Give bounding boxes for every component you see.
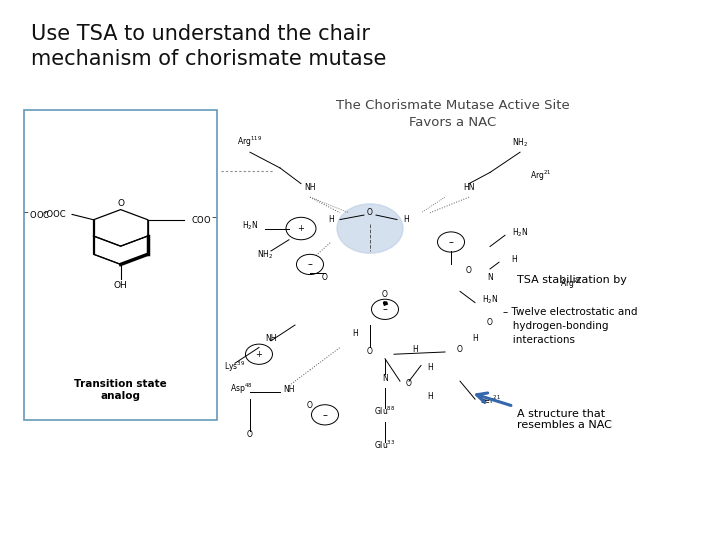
Text: O: O	[382, 289, 388, 299]
Text: H: H	[472, 334, 478, 343]
Text: NH: NH	[305, 184, 316, 192]
Text: Lys$^{39}$: Lys$^{39}$	[225, 360, 246, 374]
Text: O: O	[247, 430, 253, 439]
Text: Use TSA to understand the chair
mechanism of chorismate mutase: Use TSA to understand the chair mechanis…	[32, 24, 387, 69]
Text: NH$_2$: NH$_2$	[257, 249, 273, 261]
Circle shape	[337, 204, 403, 253]
Text: N: N	[487, 273, 493, 282]
Text: NH: NH	[265, 334, 276, 343]
Text: –: –	[449, 237, 454, 247]
Text: H: H	[352, 329, 358, 338]
Text: – Twelve electrostatic and
   hydrogen-bonding
   interactions: – Twelve electrostatic and hydrogen-bond…	[503, 307, 637, 346]
Text: –: –	[307, 259, 312, 269]
Text: Arg$^{21}$: Arg$^{21}$	[530, 168, 552, 183]
Text: O: O	[457, 345, 463, 354]
Text: O: O	[406, 379, 412, 388]
Text: OH: OH	[114, 281, 127, 291]
Text: The Chorismate Mutase Active Site
Favors a NAC: The Chorismate Mutase Active Site Favors…	[336, 99, 570, 129]
Text: H: H	[328, 215, 334, 224]
Text: O: O	[487, 318, 493, 327]
Text: COO$^-$: COO$^-$	[191, 214, 217, 225]
Text: Glu$^{88}$: Glu$^{88}$	[374, 404, 396, 417]
Text: H$_2$N: H$_2$N	[482, 294, 498, 306]
Text: TSA stabilization by: TSA stabilization by	[517, 275, 627, 285]
Text: $^-$OOC: $^-$OOC	[22, 209, 50, 220]
Text: Transition state
analog: Transition state analog	[74, 379, 167, 401]
Text: HN: HN	[463, 184, 474, 192]
Text: –: –	[382, 305, 387, 314]
Text: Arg$^{26}$: Arg$^{26}$	[560, 276, 582, 291]
Text: Arg$^{119}$: Arg$^{119}$	[238, 135, 263, 150]
Bar	[24, 110, 217, 420]
Text: ⁺OOC: ⁺OOC	[42, 210, 66, 219]
Text: H$_2$N: H$_2$N	[242, 220, 258, 232]
Text: O: O	[367, 208, 373, 217]
Text: H$_2$N: H$_2$N	[512, 226, 528, 239]
Text: H: H	[403, 215, 409, 224]
Text: H: H	[427, 392, 433, 401]
Text: H: H	[511, 255, 517, 264]
Text: O: O	[307, 401, 313, 410]
Text: +: +	[256, 350, 262, 359]
Text: O: O	[367, 347, 373, 356]
Text: N: N	[382, 374, 388, 383]
Text: H: H	[412, 345, 418, 354]
Text: +: +	[297, 224, 305, 233]
Text: NH: NH	[283, 386, 294, 394]
Text: O: O	[322, 273, 328, 282]
Text: O: O	[117, 199, 124, 208]
Text: Asp$^{48}$: Asp$^{48}$	[230, 382, 252, 396]
Text: O: O	[466, 266, 472, 275]
Text: –: –	[323, 410, 328, 420]
Text: H: H	[427, 363, 433, 372]
Text: Ser$^{21}$: Ser$^{21}$	[480, 393, 500, 406]
Text: A structure that
resembles a NAC: A structure that resembles a NAC	[517, 409, 612, 430]
Text: Glu$^{33}$: Glu$^{33}$	[374, 438, 396, 450]
Text: NH$_2$: NH$_2$	[512, 137, 528, 149]
